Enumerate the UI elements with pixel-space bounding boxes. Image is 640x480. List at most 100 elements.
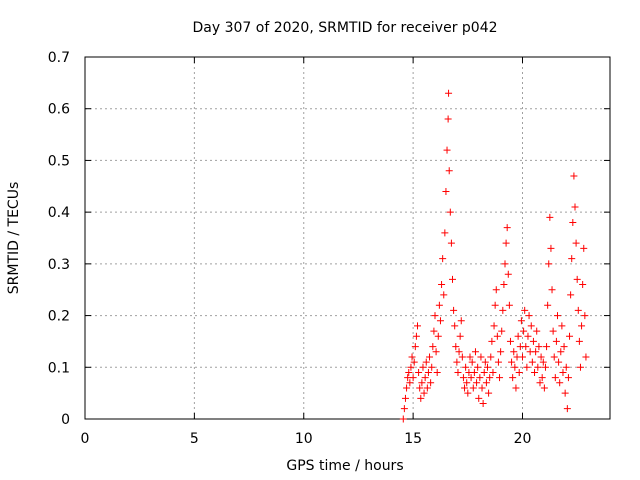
data-point <box>449 275 456 283</box>
data-point <box>418 379 426 387</box>
data-point <box>497 348 505 356</box>
data-point <box>458 353 466 361</box>
data-point <box>400 405 408 413</box>
plot-frame <box>84 56 611 420</box>
data-point <box>494 358 502 366</box>
data-point <box>508 358 516 366</box>
data-point <box>434 332 442 340</box>
data-point <box>573 275 581 283</box>
data-point <box>546 213 554 221</box>
data-point <box>520 327 528 335</box>
data-point <box>501 260 509 268</box>
data-point <box>552 337 560 345</box>
data-point <box>510 348 518 356</box>
data-point <box>533 327 541 335</box>
data-point <box>551 374 559 382</box>
data-point <box>562 363 570 371</box>
data-point <box>411 343 419 351</box>
data-point <box>427 379 435 387</box>
data-point <box>555 358 563 366</box>
data-point <box>421 374 429 382</box>
data-point <box>426 353 434 361</box>
data-point <box>455 348 463 356</box>
data-point <box>442 187 450 195</box>
data-point <box>471 348 479 356</box>
data-point <box>433 368 441 376</box>
data-point <box>561 389 569 397</box>
data-point <box>556 379 564 387</box>
data-point <box>528 358 536 366</box>
data-point <box>416 384 424 392</box>
data-point <box>486 374 494 382</box>
data-point <box>524 332 532 340</box>
data-point <box>477 353 485 361</box>
data-point <box>519 353 526 361</box>
data-point <box>499 306 507 314</box>
data-point <box>406 379 414 387</box>
data-point <box>504 270 512 278</box>
data-point <box>428 363 436 371</box>
data-point <box>521 306 529 314</box>
x-tick-label: 0 <box>81 431 90 447</box>
data-point <box>563 405 571 413</box>
data-point <box>545 260 553 268</box>
y-tick-label: 0.2 <box>48 309 70 325</box>
data-point <box>549 327 557 335</box>
y-tick-label: 0.5 <box>48 153 70 169</box>
y-axis-label: SRMTID / TECUs <box>6 182 22 295</box>
data-point <box>490 322 498 330</box>
data-point <box>579 281 587 289</box>
data-point <box>503 224 511 232</box>
data-point <box>582 353 590 361</box>
data-point <box>537 353 545 361</box>
data-point <box>558 322 566 330</box>
data-point <box>412 332 420 340</box>
data-point <box>515 368 523 376</box>
data-point <box>575 337 583 345</box>
data-point <box>492 286 500 294</box>
data-point <box>498 327 506 335</box>
data-point <box>408 353 416 361</box>
data-point <box>405 368 413 376</box>
data-point <box>473 379 481 387</box>
data-point <box>568 255 576 263</box>
data-point <box>479 399 487 407</box>
data-point <box>554 312 561 320</box>
data-point <box>480 368 488 376</box>
data-point <box>514 332 522 340</box>
data-point <box>485 389 493 397</box>
data-point <box>570 172 578 180</box>
data-point <box>462 363 470 371</box>
data-point <box>431 312 439 320</box>
data-point <box>534 363 542 371</box>
data-point <box>446 208 454 216</box>
data-point <box>581 312 589 320</box>
data-point <box>414 322 421 330</box>
data-point <box>527 322 535 330</box>
data-point <box>403 384 411 392</box>
data-point <box>423 384 431 392</box>
data-point <box>540 384 548 392</box>
data-point <box>419 363 427 371</box>
data-point <box>571 203 579 211</box>
data-point <box>491 301 499 309</box>
data-point <box>529 337 537 345</box>
data-point <box>475 394 483 402</box>
data-point <box>415 368 423 376</box>
data-markers <box>399 89 590 423</box>
data-point <box>506 337 514 345</box>
data-point <box>467 374 475 382</box>
data-point <box>424 368 432 376</box>
data-point <box>468 358 476 366</box>
data-point <box>567 291 575 299</box>
data-point <box>572 239 580 247</box>
data-point <box>444 115 452 123</box>
data-point <box>512 384 520 392</box>
data-point <box>474 363 482 371</box>
tick-labels: 0 0.1 0.2 0.3 0.4 0.5 0.6 0.7 0 5 10 15 20 <box>48 50 532 447</box>
data-point <box>522 343 530 351</box>
data-point <box>488 337 496 345</box>
data-point <box>578 322 586 330</box>
data-point <box>464 389 472 397</box>
